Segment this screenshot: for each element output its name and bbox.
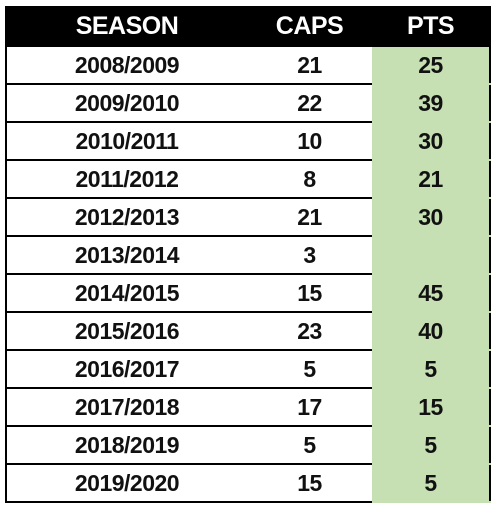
season-cell: 2012/2013 — [5, 197, 249, 237]
pts-cell: 39 — [370, 83, 491, 123]
table-row: 2016/2017 5 5 — [5, 349, 491, 389]
header-season: SEASON — [5, 6, 249, 47]
caps-cell: 15 — [247, 273, 372, 313]
table-row: 2018/2019 5 5 — [5, 425, 491, 465]
caps-cell: 10 — [247, 121, 372, 161]
season-cell: 2015/2016 — [5, 311, 249, 351]
season-cell: 2019/2020 — [5, 463, 249, 503]
pts-cell: 5 — [370, 425, 491, 465]
season-cell: 2014/2015 — [5, 273, 249, 313]
pts-cell: 30 — [370, 197, 491, 237]
season-cell: 2016/2017 — [5, 349, 249, 389]
season-stats-table: SEASON CAPS PTS 2008/2009 21 25 2009/201… — [5, 6, 491, 503]
season-cell: 2011/2012 — [5, 159, 249, 199]
table-row: 2017/2018 17 15 — [5, 387, 491, 427]
pts-cell: 5 — [370, 463, 491, 503]
header-row: SEASON CAPS PTS — [5, 6, 491, 47]
pts-cell: 40 — [370, 311, 491, 351]
season-cell: 2018/2019 — [5, 425, 249, 465]
header-pts: PTS — [370, 6, 491, 47]
table-row: 2011/2012 8 21 — [5, 159, 491, 199]
table-row: 2009/2010 22 39 — [5, 83, 491, 123]
pts-cell: 25 — [370, 45, 491, 85]
table-row: 2014/2015 15 45 — [5, 273, 491, 313]
table-row: 2015/2016 23 40 — [5, 311, 491, 351]
pts-cell: 45 — [370, 273, 491, 313]
caps-cell: 5 — [247, 349, 372, 389]
caps-cell: 23 — [247, 311, 372, 351]
table-row: 2013/2014 3 — [5, 235, 491, 275]
season-cell: 2013/2014 — [5, 235, 249, 275]
table-row: 2008/2009 21 25 — [5, 45, 491, 85]
header-caps: CAPS — [247, 6, 372, 47]
caps-cell: 15 — [247, 463, 372, 503]
table-body: 2008/2009 21 25 2009/2010 22 39 2010/201… — [5, 45, 491, 503]
pts-cell — [370, 235, 491, 275]
table-row: 2019/2020 15 5 — [5, 463, 491, 503]
caps-cell: 8 — [247, 159, 372, 199]
caps-cell: 17 — [247, 387, 372, 427]
caps-cell: 21 — [247, 45, 372, 85]
caps-cell: 3 — [247, 235, 372, 275]
table-row: 2010/2011 10 30 — [5, 121, 491, 161]
pts-cell: 21 — [370, 159, 491, 199]
caps-cell: 21 — [247, 197, 372, 237]
caps-cell: 5 — [247, 425, 372, 465]
season-cell: 2009/2010 — [5, 83, 249, 123]
season-cell: 2010/2011 — [5, 121, 249, 161]
season-cell: 2008/2009 — [5, 45, 249, 85]
season-cell: 2017/2018 — [5, 387, 249, 427]
pts-cell: 15 — [370, 387, 491, 427]
table-row: 2012/2013 21 30 — [5, 197, 491, 237]
pts-cell: 5 — [370, 349, 491, 389]
caps-cell: 22 — [247, 83, 372, 123]
pts-cell: 30 — [370, 121, 491, 161]
